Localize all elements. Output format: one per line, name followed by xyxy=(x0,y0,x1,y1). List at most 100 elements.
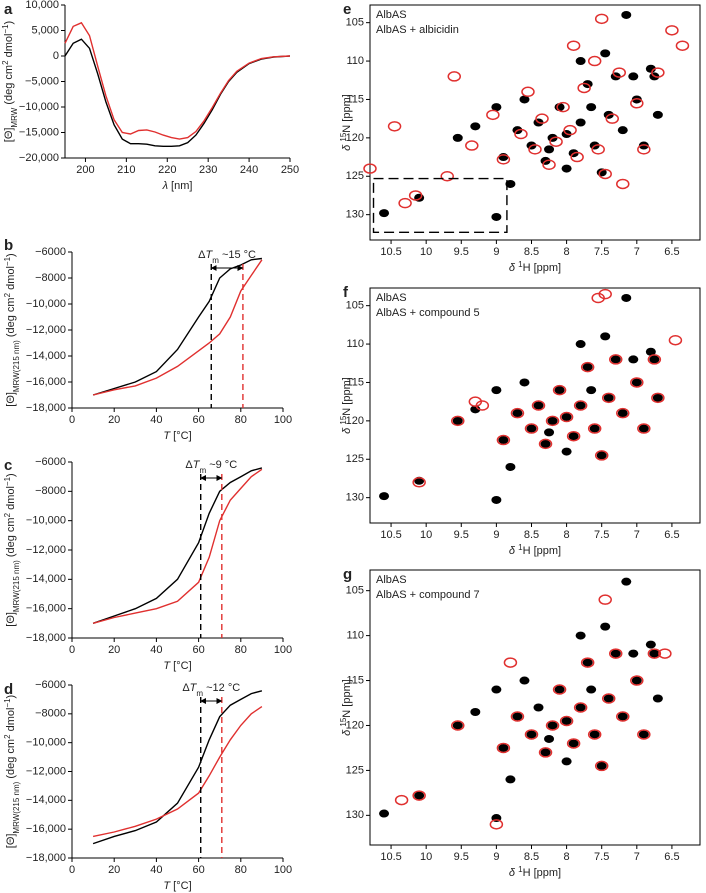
peak xyxy=(586,103,597,112)
peak xyxy=(486,109,500,121)
peak xyxy=(591,144,605,155)
peak xyxy=(512,409,523,418)
peak xyxy=(540,439,551,448)
x-tick-label: 7 xyxy=(634,529,640,541)
x-tick-label: 7.5 xyxy=(594,246,609,258)
y-axis-label: [Θ]MRW(215 nm) (deg cm2 dmol−1) xyxy=(3,473,21,626)
y-tick-label: −16,000 xyxy=(26,376,66,388)
peak xyxy=(608,354,623,365)
x-tick-label: 20 xyxy=(108,644,120,656)
highlight-box xyxy=(372,177,508,234)
peak xyxy=(538,747,553,758)
peak xyxy=(470,405,481,414)
y-tick-label: −12,000 xyxy=(26,765,66,777)
y-axis-label-part: [Θ] xyxy=(3,128,15,143)
peak xyxy=(628,72,639,81)
peak xyxy=(544,145,555,154)
peak xyxy=(505,179,516,188)
y-axis-label-part: N [ppm] xyxy=(341,94,353,133)
x-tick-label: 250 xyxy=(281,164,299,176)
x-tick-label: 9 xyxy=(493,851,499,863)
y-axis-label-part: ) xyxy=(5,695,17,699)
y-axis-label-part: δ xyxy=(341,427,353,434)
y-tick-label: 105 xyxy=(346,17,364,29)
y-axis-label: δ 15N [ppm] xyxy=(339,679,354,736)
y-axis-label-part: −1 xyxy=(3,698,12,708)
y-tick-label: −16,000 xyxy=(26,823,66,835)
peak xyxy=(526,424,537,433)
y-axis-label: δ 15N [ppm] xyxy=(339,377,354,434)
y-tick-label: 115 xyxy=(346,93,364,105)
x-axis-label-part: T xyxy=(163,660,171,672)
panel-letter: c xyxy=(4,457,12,474)
peak xyxy=(440,171,454,182)
x-axis-label-part: 1 xyxy=(518,865,523,874)
peak xyxy=(379,809,390,818)
peak xyxy=(496,742,511,754)
y-tick-label: 110 xyxy=(346,338,364,350)
peak xyxy=(652,393,663,402)
peak xyxy=(594,13,609,25)
y-tick-label: 105 xyxy=(346,300,364,312)
peak xyxy=(563,124,577,136)
x-tick-label: 60 xyxy=(192,864,204,876)
peak xyxy=(556,101,570,113)
peak xyxy=(616,711,630,722)
y-axis-label-part: [Θ] xyxy=(5,612,17,627)
peak xyxy=(577,82,591,94)
x-axis-label-part: λ xyxy=(162,180,168,192)
peak xyxy=(638,730,649,739)
x-axis-label: δ 1H [ppm] xyxy=(509,865,561,880)
annotation-part: ~9 °C xyxy=(206,459,237,471)
x-tick-label: 10 xyxy=(420,851,432,863)
x-axis-label: T [°C] xyxy=(163,660,191,672)
x-tick-label: 210 xyxy=(117,164,135,176)
peak xyxy=(505,775,516,784)
x-tick-label: 0 xyxy=(69,414,75,426)
peak xyxy=(496,434,511,446)
x-tick-label: 100 xyxy=(274,414,292,426)
peak xyxy=(601,392,616,404)
peak xyxy=(496,154,511,165)
peak xyxy=(675,40,690,51)
peak xyxy=(526,730,537,739)
y-axis-label: [Θ]MRW(215 nm) (deg cm2 dmol−1) xyxy=(3,695,21,848)
peak xyxy=(573,400,588,411)
peak xyxy=(398,197,412,209)
legend-entry: AlbAS xyxy=(376,9,407,21)
y-axis-label: [Θ]MRW (deg cm2 dmol−1) xyxy=(1,21,19,142)
peak xyxy=(451,720,465,731)
peak xyxy=(568,432,579,441)
y-axis-label-part: [Θ] xyxy=(5,834,17,849)
peak xyxy=(531,400,546,411)
x-tick-label: 7 xyxy=(634,851,640,863)
y-axis-label-part: dmol xyxy=(3,34,15,61)
y-tick-label: −15,000 xyxy=(19,126,59,138)
y-axis-label-part: 2 xyxy=(3,512,12,517)
y-tick-label: 125 xyxy=(346,453,364,465)
y-tick-label: 120 xyxy=(346,132,364,144)
peak xyxy=(414,791,425,800)
peak xyxy=(561,413,572,422)
peak xyxy=(559,715,574,727)
data-line xyxy=(92,690,263,845)
x-axis-label-part: 1 xyxy=(518,543,523,552)
y-tick-label: −6000 xyxy=(35,456,66,468)
peak xyxy=(363,163,377,174)
peak xyxy=(628,355,639,364)
y-tick-label: −14,000 xyxy=(26,350,66,362)
plot-frame xyxy=(369,4,701,241)
x-tick-label: 10.5 xyxy=(380,246,401,258)
x-axis-label-part: δ xyxy=(509,867,516,879)
x-axis-label-part: H [ppm] xyxy=(523,262,562,274)
peak xyxy=(503,657,518,668)
peak xyxy=(580,657,595,668)
peak xyxy=(498,743,509,752)
x-axis-label-part: 1 xyxy=(518,260,523,269)
y-tick-label: −18,000 xyxy=(26,402,66,414)
y-tick-label: 10,000 xyxy=(25,0,59,11)
y-axis-label: δ 15N [ppm] xyxy=(339,94,354,151)
peak xyxy=(533,401,544,410)
x-tick-label: 9.5 xyxy=(454,246,469,258)
peak xyxy=(575,340,586,349)
